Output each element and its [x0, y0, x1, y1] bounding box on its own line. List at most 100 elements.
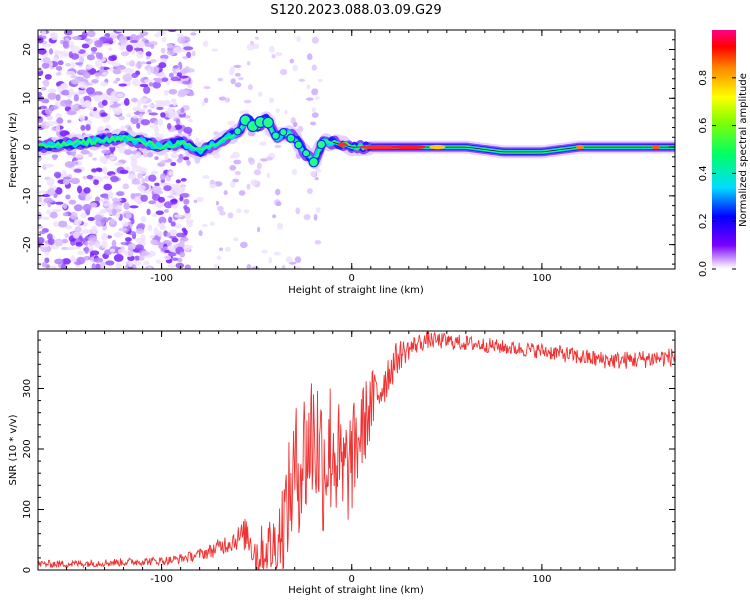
noise-blob: [132, 115, 138, 119]
noise-blob: [160, 247, 166, 252]
noise-blob: [295, 266, 302, 269]
noise-blob: [135, 228, 145, 235]
colorbar-tick-label: 0.8: [698, 70, 709, 86]
noise-blob: [238, 77, 244, 81]
noise-blob: [176, 232, 186, 238]
noise-blob: [94, 72, 101, 77]
noise-blob: [101, 149, 111, 154]
noise-blob: [107, 190, 114, 199]
noise-blob: [87, 30, 96, 38]
noise-blob: [167, 30, 177, 33]
noise-blob: [154, 33, 161, 38]
noise-blob: [47, 92, 57, 100]
noise-blob: [314, 240, 322, 245]
noise-blob: [218, 96, 227, 101]
noise-blob: [136, 99, 142, 108]
ridge-blob: [271, 131, 281, 141]
noise-blob: [44, 257, 50, 264]
colorbar: 0.0 0.2 0.4 0.6 0.8 Normalized spectral ampl…: [698, 30, 749, 277]
noise-blob: [311, 64, 318, 71]
noise-blob: [65, 225, 73, 230]
spectrogram-frame: [37, 29, 676, 270]
noise-blob: [55, 113, 62, 119]
noise-blob: [51, 208, 62, 213]
noise-blob: [79, 97, 85, 105]
noise-blob: [247, 157, 254, 163]
noise-blob: [54, 258, 64, 265]
noise-blob: [100, 81, 109, 87]
noise-blob: [162, 101, 172, 107]
ridge-blob: [233, 127, 242, 136]
noise-blob: [173, 65, 179, 69]
snr-series-line: [38, 331, 675, 570]
noise-blob: [41, 216, 50, 220]
noise-blob: [44, 73, 52, 80]
noise-blob: [115, 210, 121, 219]
noise-blob: [122, 221, 129, 227]
noise-blob: [80, 212, 88, 218]
noise-blob: [147, 109, 152, 113]
noise-blob: [69, 211, 78, 220]
noise-blob: [129, 205, 139, 209]
noise-blob: [115, 262, 122, 269]
noise-blob: [108, 47, 113, 52]
noise-blob: [251, 266, 260, 269]
noise-blob: [96, 168, 103, 173]
ridge-hotspot: [575, 144, 584, 150]
noise-blob: [183, 204, 188, 210]
noise-blob: [268, 97, 275, 104]
x-tick-label: 100: [532, 574, 551, 585]
noise-blob: [250, 179, 259, 186]
noise-blob: [233, 64, 242, 68]
noise-blob: [84, 100, 92, 107]
noise-blob: [75, 62, 83, 66]
noise-blob: [133, 47, 144, 51]
noise-blob: [311, 36, 319, 44]
noise-blob: [57, 220, 68, 228]
noise-blob: [148, 112, 159, 116]
noise-blob: [154, 126, 160, 135]
noise-blob: [81, 43, 90, 49]
noise-blob: [94, 242, 101, 249]
noise-blob: [116, 191, 125, 197]
noise-blob: [171, 237, 179, 243]
noise-blob: [168, 112, 175, 116]
y-tick-label: -10: [22, 188, 33, 204]
noise-blob: [119, 45, 125, 51]
noise-blob: [154, 100, 165, 104]
noise-blob: [146, 61, 152, 65]
noise-blob: [135, 62, 143, 69]
noise-blob: [95, 263, 101, 269]
noise-blob: [101, 233, 109, 241]
noise-blob: [101, 72, 109, 76]
noise-blob: [186, 68, 195, 73]
noise-blob: [55, 65, 63, 71]
noise-blob: [154, 120, 159, 126]
noise-blob: [54, 238, 64, 247]
noise-blob: [313, 214, 318, 221]
noise-blob: [239, 241, 248, 249]
noise-blob: [274, 144, 282, 149]
noise-blob: [139, 83, 149, 88]
noise-blob: [74, 218, 82, 226]
noise-blob: [93, 257, 104, 263]
noise-blob: [129, 34, 138, 42]
noise-blob: [298, 78, 306, 82]
noise-blob: [79, 81, 86, 89]
noise-blob: [152, 212, 157, 218]
noise-blob: [61, 89, 71, 96]
y-tick-label: 0: [22, 144, 33, 150]
noise-blob: [46, 115, 54, 121]
noise-blob: [305, 97, 314, 101]
noise-blob: [168, 171, 174, 176]
noise-blob: [182, 156, 190, 161]
noise-blob: [105, 260, 115, 266]
noise-blob: [261, 249, 268, 254]
noise-blob: [38, 225, 44, 229]
noise-blob: [279, 68, 288, 76]
noise-blob: [175, 179, 181, 184]
x-tick-label: 0: [349, 574, 355, 585]
noise-blob: [104, 154, 111, 159]
noise-blob: [183, 198, 190, 205]
